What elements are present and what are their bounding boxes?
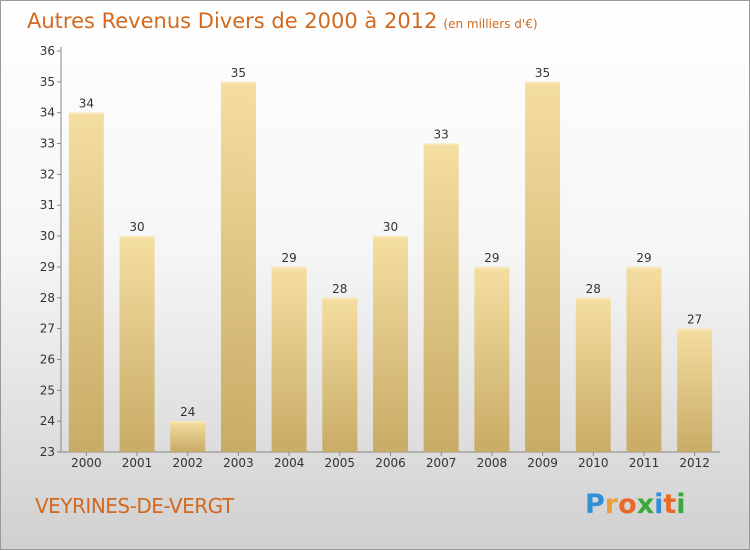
bar-highlight	[373, 236, 408, 239]
proxiti-logo: Proxiti	[585, 489, 686, 520]
bar-highlight	[525, 81, 561, 84]
bar-value-label: 33	[434, 128, 449, 142]
bar-value-label: 28	[332, 282, 347, 296]
y-tick-label: 23	[40, 445, 55, 459]
x-tick-label: 2009	[527, 456, 558, 470]
bar-highlight	[271, 266, 307, 269]
x-tick-label: 2003	[223, 456, 254, 470]
bar	[677, 328, 713, 452]
y-tick-label: 31	[40, 198, 55, 212]
chart-title: Autres Revenus Divers de 2000 à 2012 (en …	[27, 9, 538, 33]
bar	[423, 143, 459, 453]
bar-value-label: 35	[231, 66, 246, 80]
logo-letter: P	[585, 489, 605, 520]
y-tick-label: 26	[40, 352, 55, 366]
logo-letter: o	[618, 489, 637, 520]
bar-highlight	[220, 81, 256, 84]
bar	[68, 112, 104, 452]
bar-highlight	[677, 328, 713, 331]
bar-highlight	[423, 143, 459, 146]
bar-highlight	[119, 236, 155, 239]
x-tick-label: 2000	[71, 456, 102, 470]
bar-highlight	[322, 297, 358, 300]
title-text: Autres Revenus Divers de 2000 à 2012	[27, 9, 438, 33]
y-tick-label: 24	[40, 414, 55, 428]
bar-highlight	[68, 112, 104, 115]
bar	[271, 266, 307, 452]
logo-letter: i	[676, 489, 686, 520]
x-tick-label: 2002	[172, 456, 203, 470]
y-tick-label: 25	[40, 383, 55, 397]
logo-letter: x	[636, 489, 655, 520]
y-tick-label: 27	[40, 322, 55, 336]
y-tick-label: 32	[40, 167, 55, 181]
x-tick-label: 2004	[274, 456, 305, 470]
bar-value-label: 24	[180, 405, 195, 419]
y-tick-label: 33	[40, 137, 55, 151]
bar-value-label: 29	[281, 251, 296, 265]
y-tick-label: 30	[40, 229, 55, 243]
bar-value-label: 35	[535, 66, 550, 80]
x-tick-label: 2005	[325, 456, 356, 470]
x-tick-label: 2006	[375, 456, 406, 470]
bar	[575, 297, 611, 452]
bar	[474, 266, 510, 452]
bar-highlight	[474, 266, 510, 269]
bar-value-label: 28	[586, 282, 601, 296]
logo-letter: t	[663, 489, 677, 520]
town-name: VEYRINES-DE-VERGT	[35, 494, 234, 518]
bar-value-label: 34	[79, 97, 94, 111]
bar-value-label: 30	[129, 220, 144, 234]
x-tick-label: 2012	[679, 456, 710, 470]
bar	[626, 266, 662, 452]
y-tick-label: 35	[40, 75, 55, 89]
logo-letter: r	[604, 489, 619, 520]
x-tick-label: 2008	[477, 456, 508, 470]
bar	[373, 236, 408, 452]
y-tick-label: 34	[40, 106, 55, 120]
bar-value-label: 30	[383, 220, 398, 234]
bar	[525, 81, 561, 452]
bar	[119, 236, 155, 452]
bar-highlight	[575, 297, 611, 300]
bar-value-label: 29	[636, 251, 651, 265]
bar-value-label: 29	[484, 251, 499, 265]
x-tick-label: 2010	[578, 456, 609, 470]
title-unit: (en milliers d'€)	[443, 17, 538, 31]
bar-highlight	[626, 266, 662, 269]
x-tick-label: 2011	[629, 456, 660, 470]
x-tick-label: 2007	[426, 456, 457, 470]
y-tick-label: 36	[40, 44, 55, 58]
x-tick-label: 2001	[122, 456, 153, 470]
y-tick-label: 29	[40, 260, 55, 274]
bar-value-label: 27	[687, 313, 702, 327]
bar-highlight	[170, 421, 206, 424]
y-tick-label: 28	[40, 291, 55, 305]
bar	[170, 421, 206, 452]
logo-letter: i	[654, 489, 664, 520]
bar	[322, 297, 358, 452]
bar	[220, 81, 256, 452]
